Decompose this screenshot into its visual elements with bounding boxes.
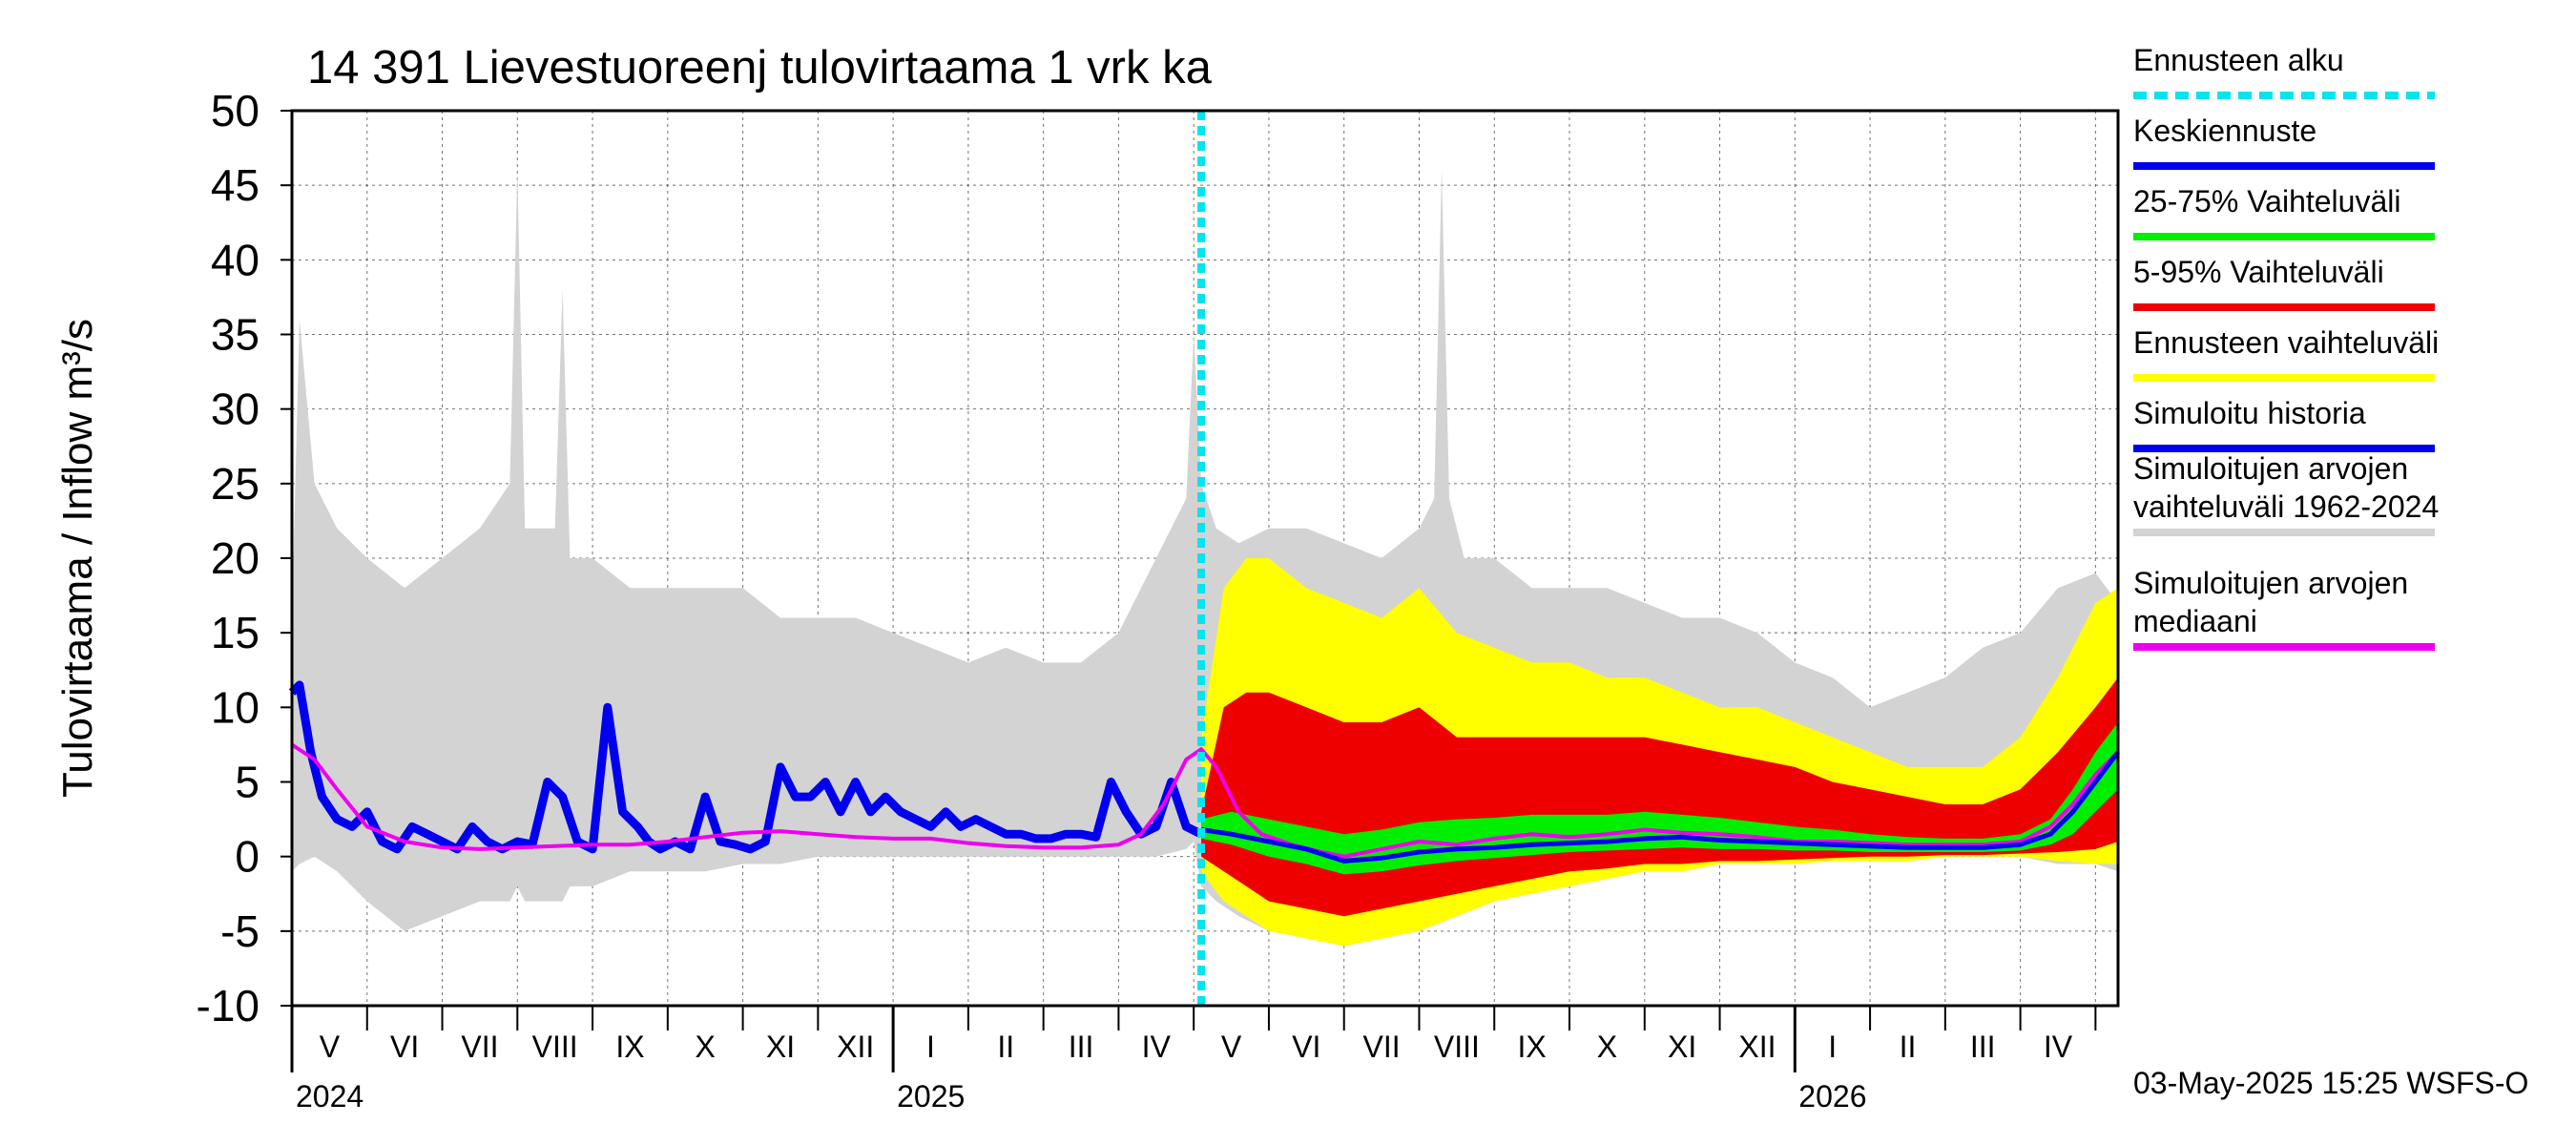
y-tick-label: 0 (235, 832, 260, 882)
legend-label: Ennusteen alku (2133, 43, 2344, 77)
y-tick-label: -10 (197, 981, 260, 1030)
x-month-label: III (1970, 1030, 1996, 1064)
series-simuloitujen-arvojen-mediaani (290, 742, 2120, 859)
legend-label: 5-95% Vaihteluväli (2133, 255, 2384, 289)
x-month-label: XI (1668, 1030, 1696, 1064)
y-tick-label: 5 (235, 758, 260, 807)
legend-ennusteen-vaihteluv-li: Ennusteen vaihteluväli (2133, 325, 2439, 382)
series-simuloitu-historia (288, 680, 1204, 854)
x-month-label: V (320, 1030, 341, 1064)
x-month-label: V (1221, 1030, 1242, 1064)
legend-label-line: vaihteluväli 1962-2024 (2133, 489, 2439, 524)
legend-simuloitujen-arvojen-mediaani: Simuloitujen arvojen mediaani (2133, 566, 2435, 651)
x-month-label: XII (837, 1030, 874, 1064)
y-tick-label: -5 (220, 906, 260, 956)
y-tick-label: 40 (211, 235, 260, 284)
x-month-label: I (1828, 1030, 1837, 1064)
legend: Ennusteen alku Keskiennuste 25-75% Vaihtel… (2133, 43, 2439, 651)
legend-ennusteen-alku: Ennusteen alku (2133, 43, 2435, 99)
legend-label: Ennusteen vaihteluväli (2133, 325, 2439, 360)
x-year-label: 2026 (1798, 1079, 1866, 1114)
x-month-label: II (997, 1030, 1014, 1064)
chart-title: 14 391 Lievestuoreenj tulovirtaama 1 vrk… (307, 42, 1213, 94)
legend-label-line: mediaani (2133, 604, 2257, 638)
x-month-label: VII (461, 1030, 498, 1064)
x-month-label: IX (1518, 1030, 1547, 1064)
y-tick-label: 50 (211, 86, 260, 135)
y-tick-label: 35 (211, 310, 260, 360)
y-tick-label: 45 (211, 160, 260, 210)
x-month-label: VIII (1434, 1030, 1480, 1064)
legend-label-line: Simuloitujen arvojen (2133, 566, 2408, 600)
legend-label-line: Simuloitujen arvojen (2133, 451, 2408, 486)
y-tick-label: 15 (211, 608, 260, 657)
x-month-label: VI (390, 1030, 419, 1064)
legend-5-95-vaihteluv-li: 5-95% Vaihteluväli (2133, 255, 2435, 311)
x-month-label: III (1069, 1030, 1094, 1064)
x-month-label: XII (1738, 1030, 1776, 1064)
x-month-label: IV (2044, 1030, 2073, 1064)
x-month-label: X (1597, 1030, 1617, 1064)
series-keskiennuste (1200, 750, 2120, 864)
x-month-label: XI (766, 1030, 795, 1064)
x-month-label: I (926, 1030, 935, 1064)
x-month-label: IV (1142, 1030, 1172, 1064)
lines-layer (288, 680, 2120, 864)
timestamp: 03-May-2025 15:25 WSFS-O (2133, 1066, 2528, 1100)
x-year-label: 2024 (296, 1079, 364, 1114)
x-month-label: VI (1292, 1030, 1320, 1064)
x-month-label: IX (615, 1030, 644, 1064)
legend-simuloitu-historia: Simuloitu historia (2133, 396, 2435, 452)
y-tick-label: 20 (211, 533, 260, 583)
y-tick-label: 25 (211, 459, 260, 509)
y-tick-label: 30 (211, 385, 260, 434)
x-month-label: II (1900, 1030, 1917, 1064)
x-month-label: VII (1363, 1030, 1401, 1064)
y-tick-label: 10 (211, 682, 260, 732)
x-month-label: X (696, 1030, 716, 1064)
legend-keskiennuste: Keskiennuste (2133, 114, 2435, 170)
legend-25-75-vaihteluv-li: 25-75% Vaihteluväli (2133, 184, 2435, 240)
band-25-75-vaihteluv-li (1201, 722, 2118, 875)
y-axis-label: Tulovirtaama / Inflow m³/s (54, 319, 101, 798)
legend-label: Simuloitu historia (2133, 396, 2366, 430)
legend-label: Keskiennuste (2133, 114, 2316, 148)
x-year-label: 2025 (897, 1079, 965, 1114)
x-month-label: VIII (532, 1030, 578, 1064)
legend-label: 25-75% Vaihteluväli (2133, 184, 2400, 219)
